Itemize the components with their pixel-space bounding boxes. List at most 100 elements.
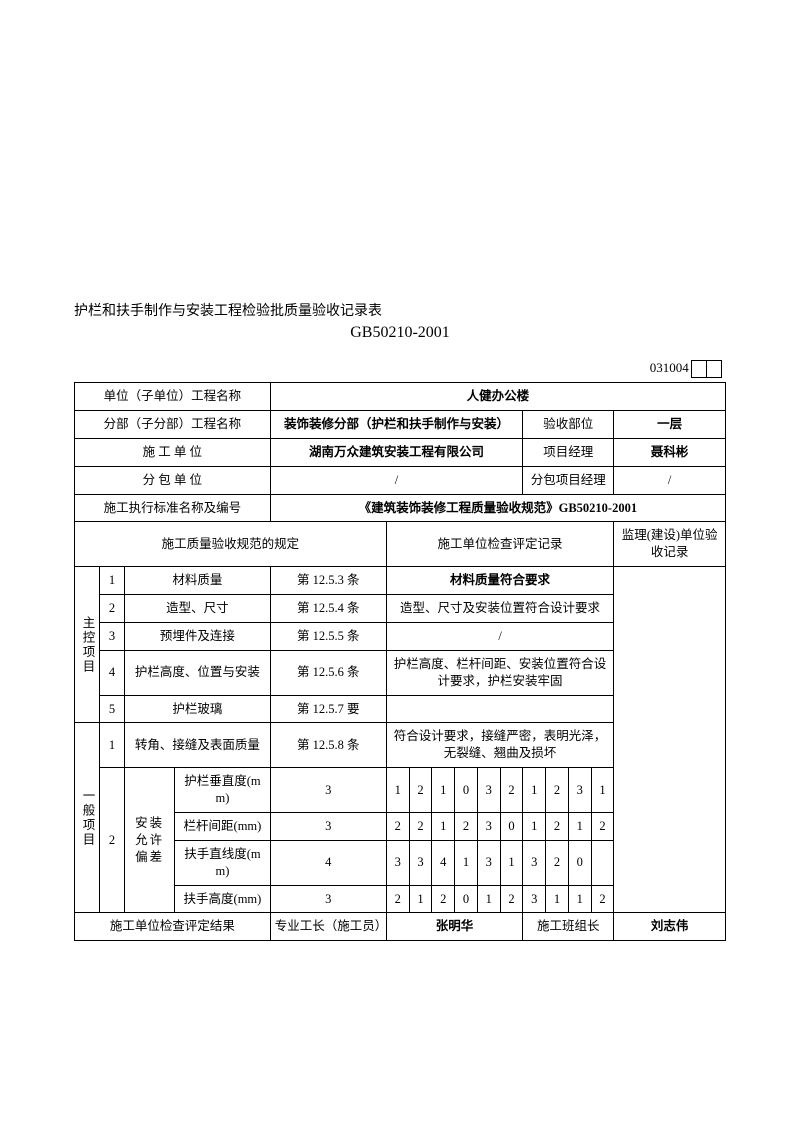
construction-unit-value: 湖南万众建筑安装工程有限公司 [270, 438, 523, 466]
foreman-value: 张明华 [386, 913, 523, 941]
tol-v-2-1: 3 [409, 840, 432, 885]
gen-no-2: 2 [100, 768, 125, 913]
tol-v-0-8: 3 [568, 768, 591, 813]
tol-v-1-8: 1 [568, 812, 591, 840]
acceptance-part-label: 验收部位 [523, 410, 614, 438]
tol-label: 安装允许偏差 [125, 768, 175, 913]
subcontract-unit-label: 分 包 单 位 [75, 466, 271, 494]
tol-v-2-7: 2 [546, 840, 569, 885]
doc-standard: GB50210-2001 [74, 324, 726, 342]
tol-v-3-6: 3 [523, 885, 546, 913]
tol-v-1-9: 2 [591, 812, 614, 840]
mc-result-1: 材料质量符合要求 [386, 567, 614, 595]
tol-v-2-2: 4 [432, 840, 455, 885]
tol-limit-1: 3 [270, 812, 386, 840]
tol-v-1-2: 1 [432, 812, 455, 840]
tol-v-0-3: 0 [455, 768, 478, 813]
tol-v-3-9: 2 [591, 885, 614, 913]
tol-v-2-8: 0 [568, 840, 591, 885]
mc-item-3: 预埋件及连接 [125, 622, 271, 650]
tol-v-0-6: 1 [523, 768, 546, 813]
tol-name-1: 栏杆间距(mm) [175, 812, 271, 840]
tol-limit-3: 3 [270, 885, 386, 913]
sub-pm-label: 分包项目经理 [523, 466, 614, 494]
tol-name-0: 护栏垂直度(mm) [175, 768, 271, 813]
tol-v-0-5: 2 [500, 768, 523, 813]
mc-clause-5: 第 12.5.7 要 [270, 695, 386, 723]
tol-v-3-3: 0 [455, 885, 478, 913]
tol-v-1-5: 0 [500, 812, 523, 840]
mc-item-2: 造型、尺寸 [125, 595, 271, 623]
sub-project-label: 分部（子分部）工程名称 [75, 410, 271, 438]
project-manager-value: 聂科彬 [614, 438, 726, 466]
team-leader-label: 施工班组长 [523, 913, 614, 941]
unit-project-label: 单位（子单位）工程名称 [75, 383, 271, 411]
supervise-cell [614, 567, 726, 913]
mc-item-4: 护栏高度、位置与安装 [125, 650, 271, 695]
gen-result-1: 符合设计要求，接缝严密，表明光泽，无裂缝、翘曲及损坏 [386, 723, 614, 768]
construction-unit-label: 施 工 单 位 [75, 438, 271, 466]
doc-title: 护栏和扶手制作与安装工程检验批质量验收记录表 [74, 300, 726, 320]
tol-v-0-2: 1 [432, 768, 455, 813]
tol-v-0-9: 1 [591, 768, 614, 813]
checkbox-1 [691, 360, 707, 378]
mc-no-2: 2 [100, 595, 125, 623]
tol-v-3-5: 2 [500, 885, 523, 913]
page: 护栏和扶手制作与安装工程检验批质量验收记录表 GB50210-2001 0310… [0, 0, 800, 981]
mc-no-5: 5 [100, 695, 125, 723]
mc-clause-1: 第 12.5.3 条 [270, 567, 386, 595]
tol-v-0-7: 2 [546, 768, 569, 813]
sub-pm-value: / [614, 466, 726, 494]
tol-v-0-0: 1 [386, 768, 409, 813]
mc-clause-2: 第 12.5.4 条 [270, 595, 386, 623]
gen-clause-1: 第 12.5.8 条 [270, 723, 386, 768]
tol-v-0-1: 2 [409, 768, 432, 813]
team-leader-value: 刘志伟 [614, 913, 726, 941]
tol-v-2-5: 1 [500, 840, 523, 885]
mc-no-3: 3 [100, 622, 125, 650]
tol-v-3-2: 2 [432, 885, 455, 913]
tol-v-2-9 [591, 840, 614, 885]
tol-limit-2: 4 [270, 840, 386, 885]
tol-v-1-0: 2 [386, 812, 409, 840]
tol-v-3-8: 1 [568, 885, 591, 913]
tol-v-3-1: 1 [409, 885, 432, 913]
sub-project-value: 装饰装修分部（护栏和扶手制作与安装） [270, 410, 523, 438]
mc-result-3: / [386, 622, 614, 650]
gen-item-1: 转角、接缝及表面质量 [125, 723, 271, 768]
tol-v-2-4: 3 [477, 840, 500, 885]
tol-v-1-6: 1 [523, 812, 546, 840]
tol-v-1-4: 3 [477, 812, 500, 840]
exec-std-label: 施工执行标准名称及编号 [75, 494, 271, 522]
tol-limit-0: 3 [270, 768, 386, 813]
mc-result-5 [386, 695, 614, 723]
record-table: 单位（子单位）工程名称 人健办公楼 分部（子分部）工程名称 装饰装修分部（护栏和… [74, 382, 726, 941]
mc-no-1: 1 [100, 567, 125, 595]
mc-result-4: 护栏高度、栏杆间距、安装位置符合设计要求，护栏安装牢固 [386, 650, 614, 695]
supervise-header: 监理(建设)单位验收记录 [614, 522, 726, 567]
tol-v-0-4: 3 [477, 768, 500, 813]
mc-clause-4: 第 12.5.6 条 [270, 650, 386, 695]
tol-v-2-3: 1 [455, 840, 478, 885]
tol-v-1-3: 2 [455, 812, 478, 840]
mc-item-1: 材料质量 [125, 567, 271, 595]
tol-v-2-6: 3 [523, 840, 546, 885]
unit-project-value: 人健办公楼 [270, 383, 725, 411]
check-result-label: 施工单位检查评定结果 [75, 913, 271, 941]
foreman-label: 专业工长（施工员） [270, 913, 386, 941]
mc-result-2: 造型、尺寸及安装位置符合设计要求 [386, 595, 614, 623]
mc-no-4: 4 [100, 650, 125, 695]
form-number: 031004 [650, 360, 689, 375]
tol-v-1-1: 2 [409, 812, 432, 840]
tol-name-3: 扶手高度(mm) [175, 885, 271, 913]
tol-v-3-4: 1 [477, 885, 500, 913]
mc-clause-3: 第 12.5.5 条 [270, 622, 386, 650]
tol-v-1-7: 2 [546, 812, 569, 840]
tol-v-2-0: 3 [386, 840, 409, 885]
gen-no-1: 1 [100, 723, 125, 768]
general-label: 一般项目 [75, 723, 100, 913]
tol-name-2: 扶手直线度(mm) [175, 840, 271, 885]
check-header: 施工单位检查评定记录 [386, 522, 614, 567]
project-manager-label: 项目经理 [523, 438, 614, 466]
acceptance-part-value: 一层 [614, 410, 726, 438]
